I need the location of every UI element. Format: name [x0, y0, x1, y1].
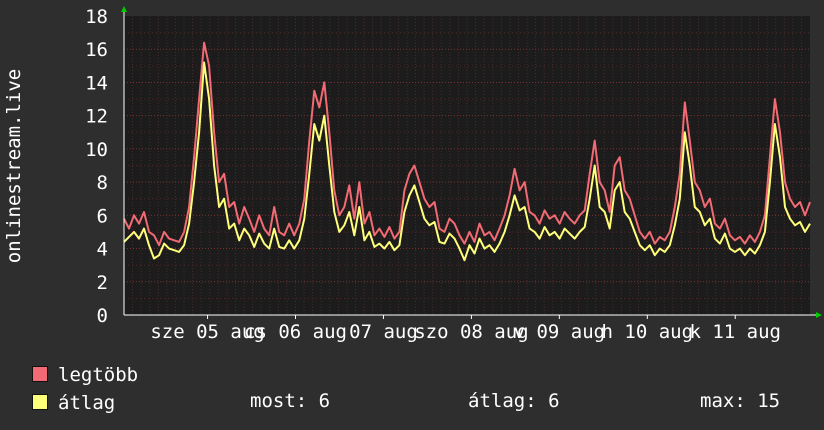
stat-avg-label: átlag: [468, 390, 537, 412]
x-axis-arrow [816, 312, 822, 318]
y-tick-label: 18 [85, 6, 108, 28]
y-tick-label: 16 [85, 39, 108, 61]
stat-avg-value: 6 [548, 390, 560, 412]
x-tick-label: v 09 aug [514, 321, 606, 343]
legend-item-avg: átlag [32, 392, 115, 414]
legend-swatch-max [32, 366, 48, 382]
series-line-avg [123, 61, 811, 262]
x-tick-label: szo 08 aug [414, 321, 528, 343]
stat-now-label: most: [250, 390, 308, 412]
stat-now: most: 6 [250, 390, 330, 412]
y-axis-label: onlinestream.live [3, 69, 25, 263]
plot-area [124, 16, 810, 315]
legend-label-avg: átlag [58, 392, 116, 414]
y-tick-label: 10 [85, 139, 108, 161]
stat-max: max: 15 [700, 390, 780, 412]
x-tick-label: k 11 aug [689, 321, 781, 343]
legend-swatch-avg [32, 394, 48, 410]
y-tick-label: 8 [97, 172, 108, 194]
legend-item-max: legtöbb [32, 364, 138, 386]
y-tick-label: 4 [97, 239, 108, 261]
stat-avg: átlag: 6 [468, 390, 560, 412]
stat-max-label: max: [700, 390, 746, 412]
series-line-max [123, 41, 811, 247]
stat-now-value: 6 [318, 390, 331, 412]
y-tick-label: 12 [85, 106, 108, 128]
x-tick-label: h 10 aug [602, 321, 694, 343]
y-tick-label: 0 [97, 305, 108, 327]
stat-max-value: 15 [757, 390, 781, 412]
y-tick-label: 2 [97, 272, 108, 294]
y-tick-label: 6 [97, 205, 108, 227]
x-tick-label: sze 05 aug [150, 321, 264, 343]
x-tick-label: cs 06 aug [244, 321, 347, 343]
x-tick-label: 07 aug [349, 321, 418, 343]
y-tick-label: 14 [85, 72, 108, 94]
y-axis-arrow [121, 6, 127, 12]
legend-label-max: legtöbb [58, 364, 139, 386]
